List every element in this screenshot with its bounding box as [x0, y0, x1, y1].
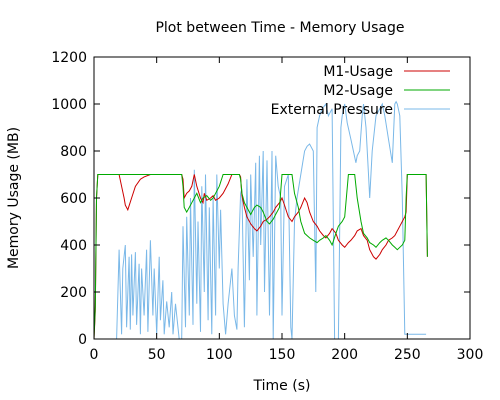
y-tick-label: 600: [60, 191, 87, 207]
plot-area: [93, 100, 428, 340]
legend-label: M2-Usage: [323, 83, 393, 99]
chart-title: Plot between Time - Memory Usage: [155, 20, 404, 36]
series-line-external-pressure: [94, 100, 427, 340]
legend-label: M1-Usage: [323, 64, 393, 80]
y-tick-label: 200: [60, 285, 87, 301]
y-tick-label: 400: [60, 238, 87, 254]
x-tick-label: 150: [269, 347, 296, 363]
y-tick-label: 0: [78, 332, 87, 348]
x-tick-label: 50: [148, 347, 166, 363]
x-tick-label: 250: [394, 347, 421, 363]
x-axis-label: Time (s): [253, 378, 311, 394]
x-tick-label: 0: [90, 347, 99, 363]
y-tick-label: 1200: [51, 50, 87, 66]
y-axis-label: Memory Usage (MB): [6, 127, 22, 269]
legend-label: External Pressure: [271, 102, 393, 118]
y-tick-label: 1000: [51, 97, 87, 113]
x-tick-label: 100: [206, 347, 233, 363]
x-tick-label: 200: [331, 347, 358, 363]
y-tick-label: 800: [60, 144, 87, 160]
y-axis: 0 200 400 600 800 1000 1200: [51, 50, 470, 348]
x-tick-label: 300: [457, 347, 484, 363]
x-axis: 0 50 100 150 200 250 300: [90, 57, 484, 363]
legend: M1-Usage M2-Usage External Pressure: [271, 64, 450, 118]
series-line-m2-usage: [93, 174, 428, 340]
